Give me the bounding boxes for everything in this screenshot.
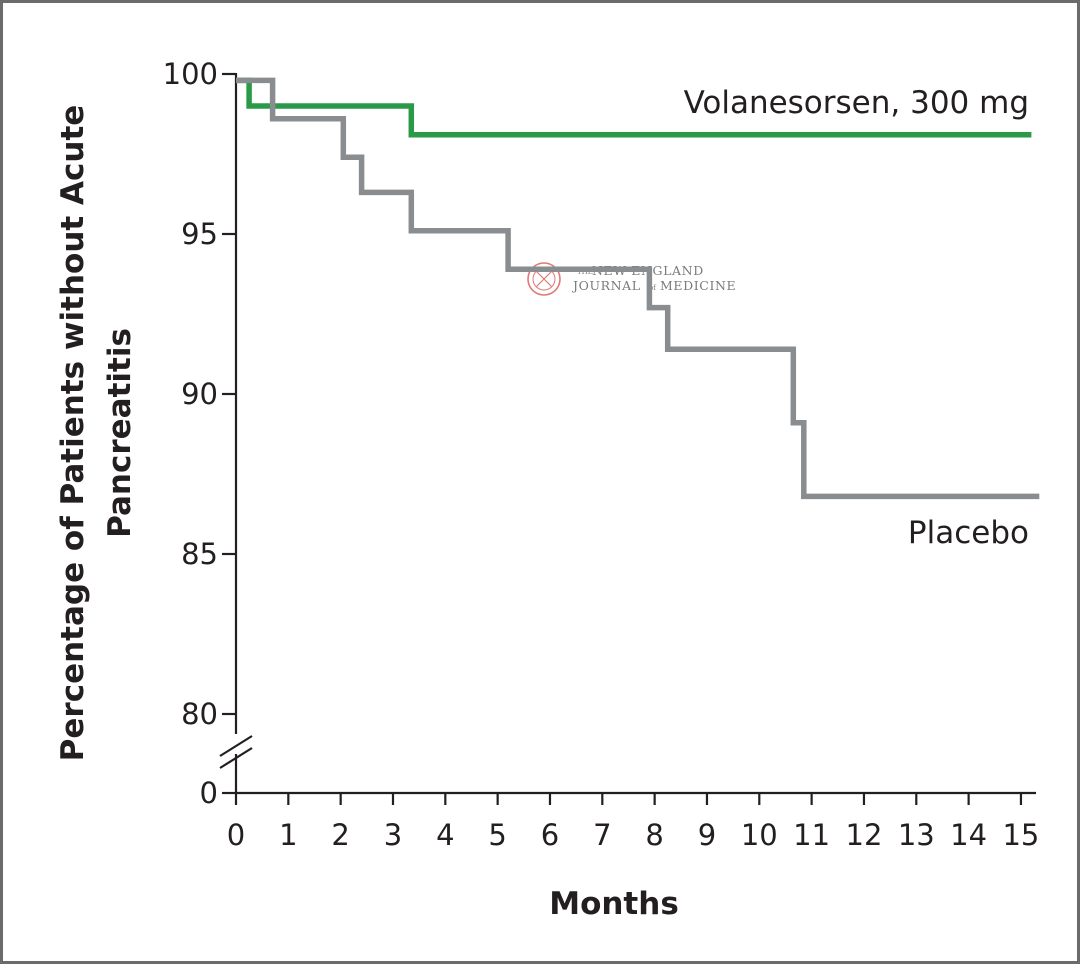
axis-break-mark — [219, 747, 253, 769]
x-tick-label: 2 — [331, 818, 349, 852]
x-tick-label: 14 — [950, 818, 987, 852]
y-tick-label: 95 — [181, 217, 218, 251]
series-layer — [236, 77, 1040, 500]
watermark-prefix: THE — [577, 268, 593, 276]
axis-break-mark — [219, 735, 253, 757]
x-tick-label: 3 — [384, 818, 402, 852]
y-axis-title-line2: Pancreatitis — [102, 328, 138, 538]
x-tick-label: 0 — [227, 818, 245, 852]
x-tick-label: 1 — [279, 818, 297, 852]
x-tick-label: 8 — [645, 818, 663, 852]
x-tick-label: 4 — [436, 818, 454, 852]
watermark-line2c: MEDICINE — [660, 278, 736, 293]
x-tick-label: 11 — [793, 818, 830, 852]
y-tick-label: 0 — [200, 776, 218, 810]
axes — [219, 72, 1036, 805]
y-axis-title-line1: Percentage of Patients without Acute — [55, 105, 91, 762]
watermark-line2a: JOURNAL — [571, 278, 641, 293]
x-axis-title: Months — [549, 886, 679, 922]
survival-chart: THE NEW ENGLAND JOURNAL of MEDICINE 0808… — [55, 57, 1040, 922]
x-tick-label: 12 — [846, 818, 883, 852]
x-tick-label: 15 — [1002, 818, 1039, 852]
x-tick-label: 9 — [698, 818, 716, 852]
series-line-placebo — [236, 77, 1040, 500]
x-tick-label: 5 — [488, 818, 506, 852]
y-tick-label: 80 — [181, 697, 218, 731]
x-tick-label: 13 — [898, 818, 935, 852]
x-tick-label: 6 — [541, 818, 559, 852]
watermark-line2b: of — [649, 284, 657, 292]
y-tick-label: 100 — [163, 57, 218, 91]
y-tick-label: 90 — [181, 377, 218, 411]
x-tick-label: 10 — [741, 818, 778, 852]
y-tick-label: 85 — [181, 537, 218, 571]
x-tick-label: 7 — [593, 818, 611, 852]
series-label-placebo: Placebo — [908, 515, 1029, 551]
series-label-volanesorsen: Volanesorsen, 300 mg — [684, 85, 1029, 121]
